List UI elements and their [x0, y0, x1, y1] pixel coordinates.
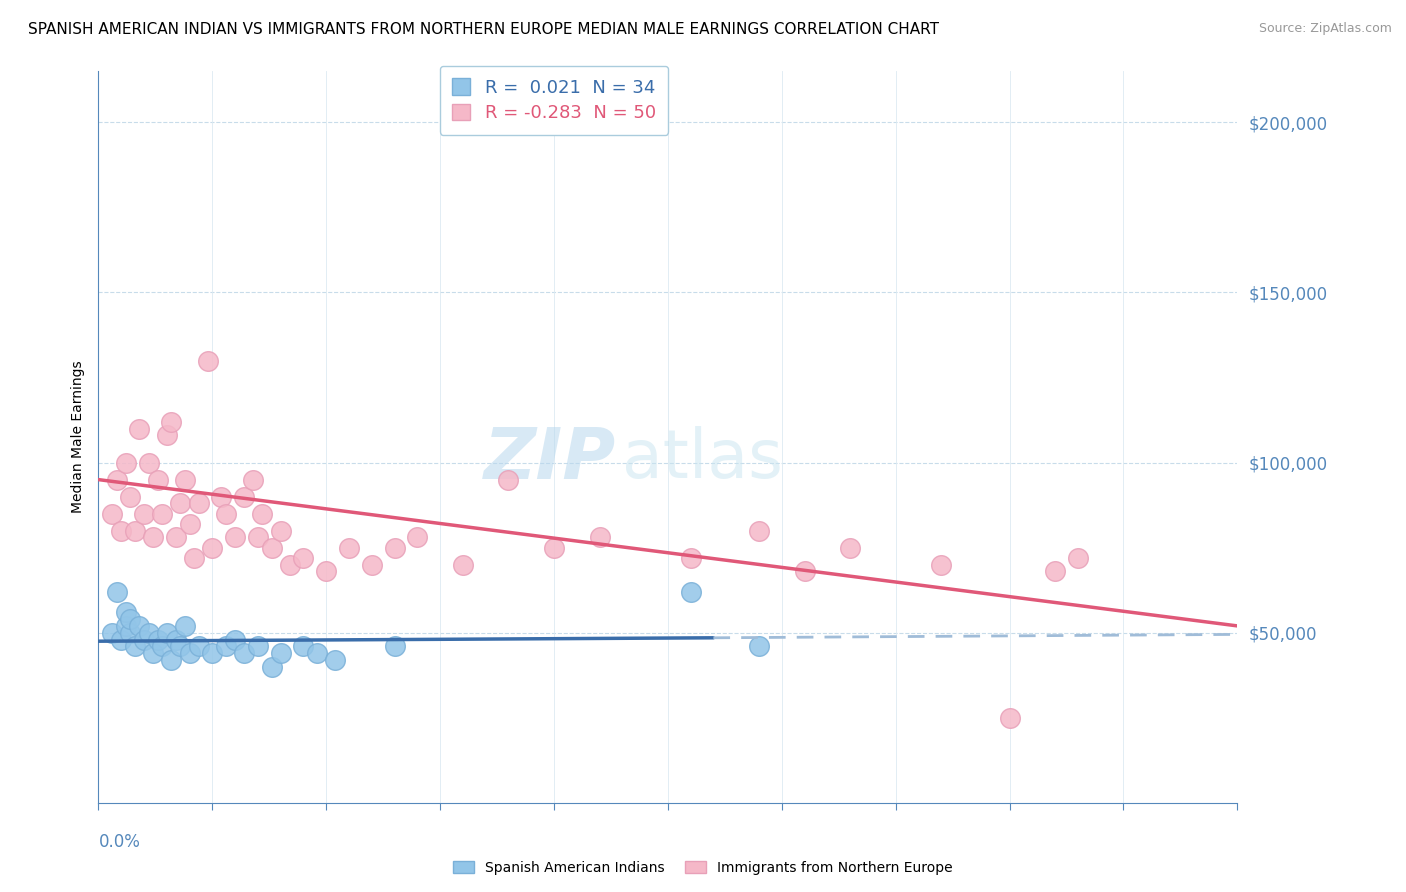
Point — [201, 646, 224, 660]
Point — [110, 524, 132, 538]
Point — [128, 421, 150, 435]
Point — [360, 558, 382, 572]
Point — [197, 353, 219, 368]
Legend: Spanish American Indians, Immigrants from Northern Europe: Spanish American Indians, Immigrants fro… — [447, 855, 959, 880]
Point — [292, 640, 315, 654]
Point — [260, 541, 283, 555]
Point — [156, 625, 179, 640]
Point — [260, 659, 283, 673]
Point — [998, 711, 1021, 725]
Text: 0.0%: 0.0% — [98, 833, 141, 851]
Point — [114, 605, 136, 619]
Point — [187, 496, 209, 510]
Point — [793, 565, 815, 579]
Point — [839, 541, 862, 555]
Point — [146, 473, 169, 487]
Point — [156, 428, 179, 442]
Point — [233, 646, 256, 660]
Point — [929, 558, 952, 572]
Point — [242, 473, 264, 487]
Point — [246, 640, 269, 654]
Point — [187, 640, 209, 654]
Point — [451, 558, 474, 572]
Point — [124, 524, 146, 538]
Point — [150, 640, 173, 654]
Point — [215, 640, 238, 654]
Point — [128, 619, 150, 633]
Point — [315, 565, 337, 579]
Point — [215, 507, 238, 521]
Point — [246, 531, 269, 545]
Point — [588, 531, 610, 545]
Point — [132, 507, 155, 521]
Point — [114, 456, 136, 470]
Legend: R =  0.021  N = 34, R = -0.283  N = 50: R = 0.021 N = 34, R = -0.283 N = 50 — [440, 66, 668, 135]
Point — [278, 558, 301, 572]
Point — [132, 632, 155, 647]
Point — [224, 632, 246, 647]
Point — [1043, 565, 1066, 579]
Point — [183, 550, 205, 565]
Point — [201, 541, 224, 555]
Point — [323, 653, 346, 667]
Point — [174, 473, 197, 487]
Point — [270, 646, 292, 660]
Point — [138, 456, 160, 470]
Point — [233, 490, 256, 504]
Point — [114, 619, 136, 633]
Point — [1067, 550, 1090, 565]
Point — [224, 531, 246, 545]
Y-axis label: Median Male Earnings: Median Male Earnings — [70, 360, 84, 514]
Point — [384, 541, 406, 555]
Point — [160, 415, 183, 429]
Point — [101, 625, 124, 640]
Text: ZIP: ZIP — [484, 425, 617, 493]
Point — [748, 640, 770, 654]
Point — [165, 632, 187, 647]
Point — [120, 612, 142, 626]
Point — [292, 550, 315, 565]
Point — [101, 507, 124, 521]
Text: atlas: atlas — [623, 426, 783, 492]
Point — [209, 490, 232, 504]
Point — [124, 640, 146, 654]
Point — [110, 632, 132, 647]
Point — [679, 585, 702, 599]
Point — [179, 516, 201, 531]
Point — [150, 507, 173, 521]
Text: Source: ZipAtlas.com: Source: ZipAtlas.com — [1258, 22, 1392, 36]
Point — [498, 473, 520, 487]
Point — [146, 632, 169, 647]
Point — [138, 625, 160, 640]
Point — [174, 619, 197, 633]
Point — [679, 550, 702, 565]
Point — [270, 524, 292, 538]
Point — [543, 541, 565, 555]
Point — [120, 625, 142, 640]
Point — [179, 646, 201, 660]
Point — [165, 531, 187, 545]
Point — [142, 531, 165, 545]
Point — [120, 490, 142, 504]
Point — [252, 507, 274, 521]
Point — [105, 585, 128, 599]
Point — [160, 653, 183, 667]
Point — [105, 473, 128, 487]
Point — [337, 541, 360, 555]
Point — [384, 640, 406, 654]
Point — [169, 496, 191, 510]
Point — [748, 524, 770, 538]
Point — [142, 646, 165, 660]
Point — [406, 531, 429, 545]
Text: SPANISH AMERICAN INDIAN VS IMMIGRANTS FROM NORTHERN EUROPE MEDIAN MALE EARNINGS : SPANISH AMERICAN INDIAN VS IMMIGRANTS FR… — [28, 22, 939, 37]
Point — [307, 646, 329, 660]
Point — [169, 640, 191, 654]
